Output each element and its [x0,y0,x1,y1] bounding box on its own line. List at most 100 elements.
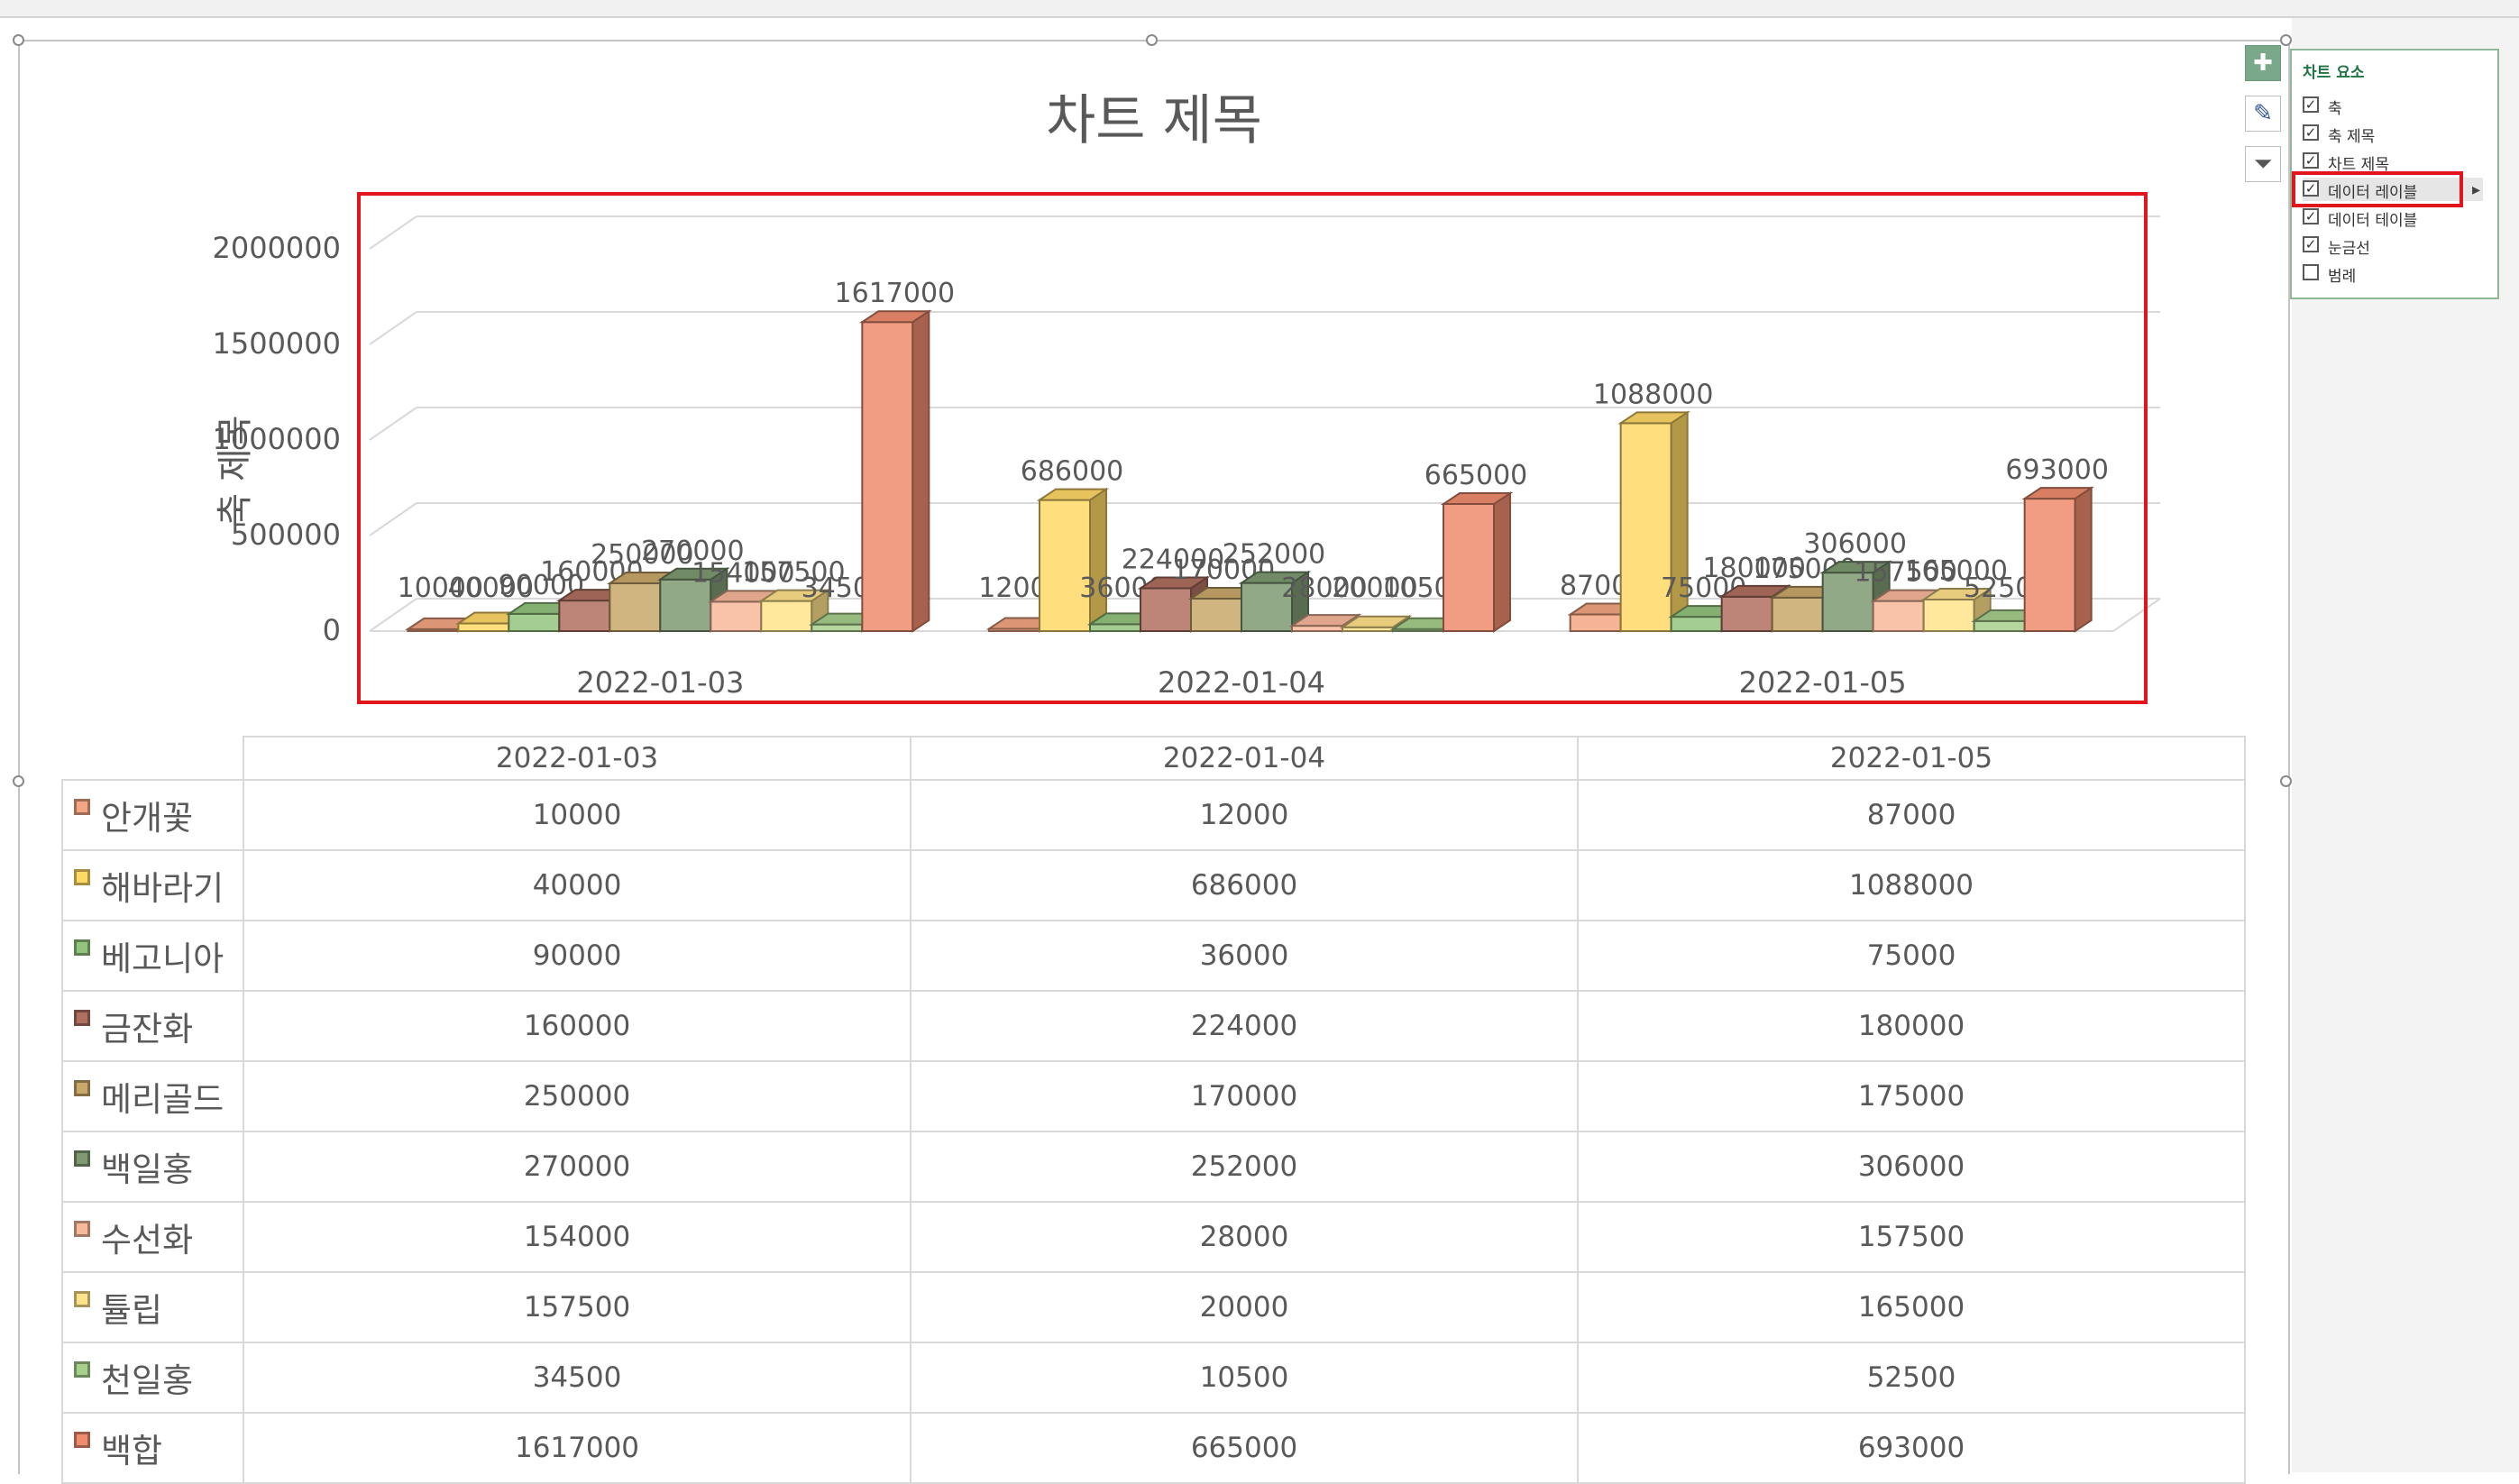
data-label[interactable]: 20000 [1332,573,1417,604]
chart-elements-icon[interactable]: ✚ [2245,45,2281,81]
column-bar-top [1137,576,1211,590]
column-bar[interactable] [659,578,712,633]
checkbox-checked-icon[interactable]: ✓ [2303,180,2319,197]
data-label[interactable]: 28000 [1281,573,1367,604]
series-name: 수선화 [101,1221,194,1260]
data-label[interactable]: 306000 [1803,528,1907,560]
data-label[interactable]: 665000 [1424,460,1528,491]
checkbox-unchecked-icon[interactable] [2303,264,2319,280]
selection-handle-top-middle[interactable] [1146,34,1158,46]
y-tick-label: 500000 [231,518,341,552]
data-label[interactable]: 252000 [1223,539,1326,571]
data-table-legend-key: 백일홍 [61,1131,244,1203]
column-bar[interactable] [760,600,813,632]
selection-handle-middle-right[interactable] [2280,775,2292,787]
x-category-label: 2022-01-03 [576,665,744,700]
checkbox-checked-icon[interactable]: ✓ [2303,236,2319,252]
data-table-cell: 10000 [243,779,911,851]
data-table-cell: 28000 [910,1201,1579,1273]
data-table-row: 베고니아 90000 36000 75000 [61,920,2246,992]
chart-element-label: 데이터 레이블 [2328,184,2418,202]
selection-handle-top-left[interactable] [13,34,24,46]
chart-filters-icon[interactable]: ⏷ [2245,146,2281,182]
data-label[interactable]: 180000 [1702,553,1806,584]
data-table-cell: 87000 [1577,779,2246,851]
chevron-right-icon[interactable]: ▸ [2472,180,2481,199]
chart-element-option[interactable]: ✓ 차트 제목 [2303,150,2483,174]
series-name: 백일홍 [101,1150,194,1189]
x-category-label: 2022-01-05 [1739,665,1907,700]
checkbox-checked-icon[interactable]: ✓ [2303,152,2319,169]
data-label[interactable]: 270000 [641,536,745,567]
checkbox-checked-icon[interactable]: ✓ [2303,208,2319,224]
data-table-row: 메리골드 250000 170000 175000 [61,1060,2246,1132]
chart-element-option[interactable]: ✓ 축 [2303,94,2483,118]
column-bar[interactable] [558,600,611,633]
column-bar[interactable] [609,582,662,632]
data-table-cell: 1088000 [1577,849,2246,921]
chart-element-option[interactable]: ✓ 데이터 테이블 [2303,206,2483,230]
chart-element-option[interactable]: ✓ 데이터 레이블 [2303,178,2483,202]
series-name: 천일홍 [101,1361,194,1400]
series-name: 메리골드 [101,1080,224,1119]
column-bar-top [1617,411,1690,425]
gridline [369,407,417,441]
column-bar-top [1238,571,1312,584]
column-bar-top [657,567,730,581]
series-name: 백합 [101,1432,163,1470]
data-label[interactable]: 250000 [591,539,694,571]
data-table[interactable]: 2022-01-03 2022-01-04 2022-01-05 안개꽃 1000… [61,736,2246,1484]
column-bar[interactable] [1771,596,1824,633]
data-table-legend-key: 베고니아 [61,920,244,992]
data-table-cell: 34500 [243,1342,911,1414]
x-category-label: 2022-01-04 [1158,665,1325,700]
data-table-legend-key: 메리골드 [61,1060,244,1132]
data-table-cell: 165000 [1577,1271,2246,1343]
column-bar[interactable] [2023,498,2076,632]
data-label[interactable]: 40000 [448,573,534,604]
data-label[interactable]: 157500 [1854,557,1957,589]
checkbox-checked-icon[interactable]: ✓ [2303,124,2319,141]
data-table-legend-key: 천일홍 [61,1342,244,1414]
data-label[interactable]: 693000 [2005,454,2109,486]
checkbox-checked-icon[interactable]: ✓ [2303,96,2319,113]
chart-element-option[interactable]: 범례 [2303,261,2483,286]
legend-key-swatch [74,1150,90,1167]
chart-element-label: 차트 제목 [2328,156,2389,174]
plot-area[interactable]: 0500000100000015000002000000100004000090… [0,0,2519,739]
chart-styles-icon[interactable]: ✎ [2245,96,2281,132]
data-table-row: 백일홍 270000 252000 306000 [61,1131,2246,1203]
data-label[interactable]: 1088000 [1593,379,1714,410]
y-tick-label: 2000000 [212,231,341,265]
data-label[interactable]: 157500 [742,557,846,589]
data-label[interactable]: 224000 [1122,545,1225,576]
column-bar-top [859,310,932,324]
gridline [369,502,417,536]
data-table-header: 2022-01-05 [1577,736,2246,781]
data-label[interactable]: 1617000 [835,278,956,309]
legend-key-swatch [74,799,90,815]
data-label[interactable]: 165000 [1904,555,2008,587]
plot-area-highlight [357,192,2148,704]
data-label[interactable]: 154000 [692,557,795,589]
column-bar[interactable] [1821,572,1874,632]
data-table-row: 금잔화 160000 224000 180000 [61,990,2246,1062]
data-table-cell: 175000 [1577,1060,2246,1132]
data-table-cell: 154000 [243,1201,911,1273]
legend-key-swatch [74,939,90,956]
chart-element-option[interactable]: ✓ 눈금선 [2303,234,2483,258]
data-table-cell: 686000 [910,849,1579,921]
chart-title[interactable]: 차트 제목 [1046,89,1262,152]
floor-edge [2112,598,2161,632]
selection-handle-middle-left[interactable] [13,775,24,787]
data-table-cell: 252000 [910,1131,1579,1203]
data-label[interactable]: 10000 [398,573,483,604]
chart-element-option[interactable]: ✓ 축 제목 [2303,122,2483,146]
selection-handle-top-right[interactable] [2280,34,2292,46]
data-label[interactable]: 686000 [1021,456,1124,488]
column-bar[interactable] [710,600,763,632]
column-bar[interactable] [1619,422,1672,632]
data-table-corner [62,737,243,780]
column-bar-top [1920,588,1993,601]
column-bar[interactable] [1720,595,1773,633]
